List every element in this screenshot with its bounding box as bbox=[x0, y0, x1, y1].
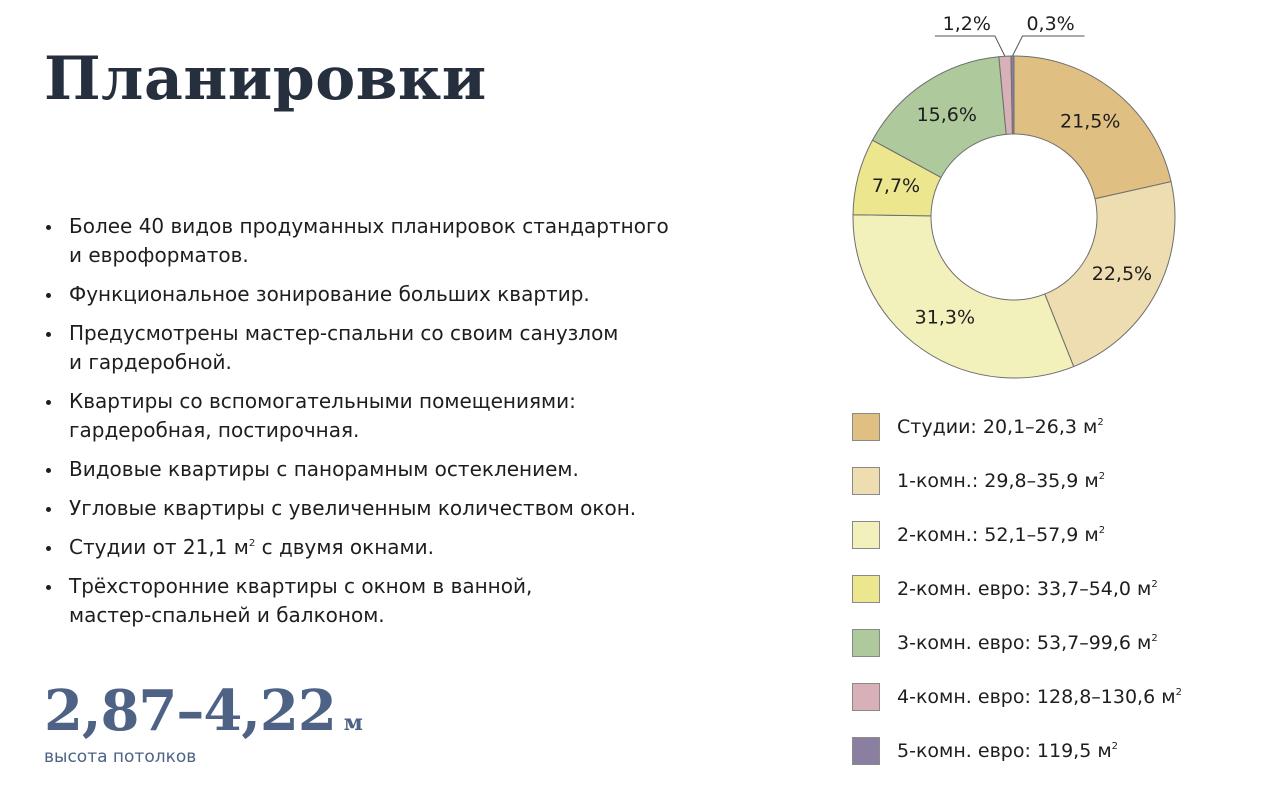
donut-slice bbox=[1013, 55, 1172, 200]
page-title: Планировки bbox=[44, 44, 487, 114]
legend-item: 4-комн. евро: 128,8–130,6 м2 bbox=[852, 682, 1182, 712]
feature-item: Более 40 видов продуманных планировок ст… bbox=[44, 212, 804, 270]
legend-item: Студии: 20,1–26,3 м2 bbox=[852, 412, 1104, 442]
legend-swatch bbox=[852, 521, 880, 549]
legend-label: 3-комн. евро: 53,7–99,6 м2 bbox=[897, 632, 1158, 654]
legend-swatch bbox=[852, 683, 880, 711]
feature-item: Предусмотрены мастер-спальни со своим са… bbox=[44, 319, 804, 377]
ceiling-height-stat: 2,87–4,22 м bbox=[44, 678, 363, 744]
legend-item: 2-комн. евро: 33,7–54,0 м2 bbox=[852, 574, 1158, 604]
donut-slice bbox=[852, 214, 1075, 379]
ceiling-height-unit: м bbox=[343, 710, 363, 736]
legend-item: 1-комн.: 29,8–35,9 м2 bbox=[852, 466, 1105, 496]
legend-swatch bbox=[852, 575, 880, 603]
feature-item: Угловые квартиры с увеличенным количеств… bbox=[44, 494, 804, 523]
ceiling-height-label: высота потолков bbox=[44, 747, 197, 767]
legend-label: 5-комн. евро: 119,5 м2 bbox=[897, 740, 1119, 762]
legend-item: 2-комн.: 52,1–57,9 м2 bbox=[852, 520, 1105, 550]
leader-line bbox=[1012, 35, 1085, 57]
slice-label: 7,7% bbox=[872, 175, 920, 197]
slice-label: 31,3% bbox=[915, 307, 975, 329]
features-list: Более 40 видов продуманных планировок ст… bbox=[44, 212, 804, 640]
legend-label: 2-комн.: 52,1–57,9 м2 bbox=[897, 524, 1106, 546]
donut-slice bbox=[1044, 181, 1176, 368]
feature-item: Трёхсторонние квартиры с окном в ванной,… bbox=[44, 572, 804, 630]
legend-item: 5-комн. евро: 119,5 м2 bbox=[852, 736, 1118, 766]
legend-swatch bbox=[852, 413, 880, 441]
slice-label: 1,2% bbox=[943, 13, 991, 35]
legend-swatch bbox=[852, 737, 880, 765]
feature-item: Квартиры со вспомогательными помещениями… bbox=[44, 387, 804, 445]
legend-item: 3-комн. евро: 53,7–99,6 м2 bbox=[852, 628, 1158, 658]
slice-label: 21,5% bbox=[1060, 111, 1120, 133]
legend-label: 2-комн. евро: 33,7–54,0 м2 bbox=[897, 578, 1158, 600]
slice-label: 22,5% bbox=[1092, 263, 1152, 285]
legend-swatch bbox=[852, 467, 880, 495]
legend-label: 1-комн.: 29,8–35,9 м2 bbox=[897, 470, 1106, 492]
feature-item: Видовые квартиры с панорамным остекление… bbox=[44, 455, 804, 484]
slice-label: 0,3% bbox=[1026, 13, 1074, 35]
slice-label: 15,6% bbox=[917, 104, 977, 126]
ceiling-height-value: 2,87–4,22 bbox=[44, 678, 337, 744]
legend-label: Студии: 20,1–26,3 м2 bbox=[897, 416, 1104, 438]
legend-swatch bbox=[852, 629, 880, 657]
donut-slice bbox=[1010, 55, 1015, 135]
feature-item: Студии от 21,1 м2 с двумя окнами. bbox=[44, 533, 804, 562]
feature-item: Функциональное зонирование больших кварт… bbox=[44, 280, 804, 309]
legend-label: 4-комн. евро: 128,8–130,6 м2 bbox=[897, 686, 1182, 708]
apartment-mix-donut-chart: 21,5% 22,5% 31,3% 7,7% 15,6% 1,2% 0,3% bbox=[852, 13, 1176, 379]
leader-line bbox=[934, 35, 1006, 57]
